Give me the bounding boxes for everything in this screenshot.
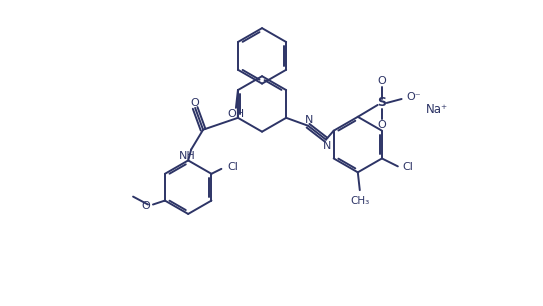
Text: Cl: Cl bbox=[403, 162, 414, 172]
Text: N: N bbox=[305, 115, 313, 125]
Text: CH₃: CH₃ bbox=[350, 196, 369, 206]
Text: Cl: Cl bbox=[228, 162, 238, 172]
Text: NH: NH bbox=[179, 151, 195, 162]
Text: Na⁺: Na⁺ bbox=[426, 103, 449, 116]
Text: O: O bbox=[377, 76, 386, 86]
Text: S: S bbox=[377, 96, 386, 110]
Text: O: O bbox=[191, 98, 199, 108]
Text: O⁻: O⁻ bbox=[407, 92, 421, 102]
Text: O: O bbox=[377, 120, 386, 130]
Text: N: N bbox=[323, 140, 331, 151]
Text: O: O bbox=[141, 200, 150, 211]
Text: OH: OH bbox=[228, 109, 244, 119]
